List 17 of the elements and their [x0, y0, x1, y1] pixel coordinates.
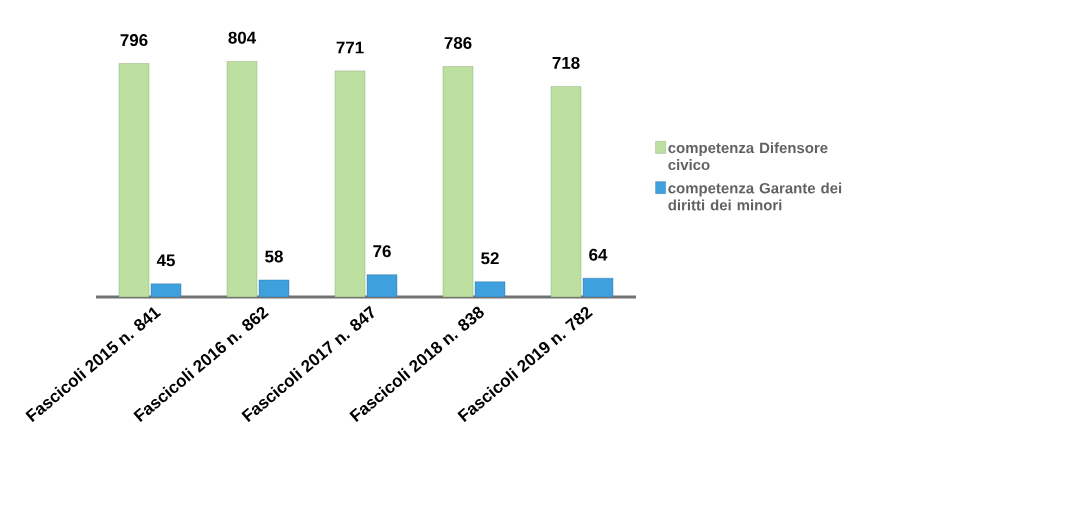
legend-label: competenza Garante dei diritti dei minori — [668, 182, 842, 211]
bar — [550, 86, 582, 297]
data-label: 52 — [481, 252, 499, 265]
data-label: 718 — [552, 56, 580, 69]
legend-label: competenza Difensore civico — [668, 142, 828, 171]
data-label: 58 — [265, 250, 283, 263]
bar — [226, 61, 258, 297]
data-label: 76 — [373, 245, 391, 258]
bar — [442, 66, 474, 297]
data-label: 771 — [336, 41, 364, 54]
bar — [334, 70, 366, 297]
bar — [118, 63, 150, 297]
data-label: 64 — [589, 248, 608, 261]
data-label: 796 — [120, 34, 148, 47]
data-label: 786 — [444, 36, 472, 49]
data-label: 804 — [228, 31, 257, 44]
data-label: 45 — [156, 254, 175, 267]
